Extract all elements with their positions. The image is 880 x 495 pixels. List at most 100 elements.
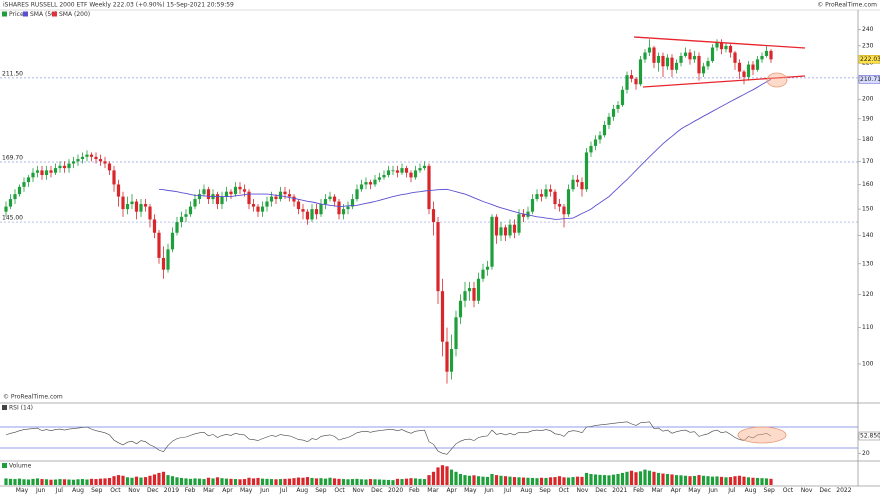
x-tick-label: Jun: [259, 487, 270, 494]
volume-bar: [553, 477, 557, 485]
volume-bar: [238, 479, 242, 485]
candle-body: [647, 47, 652, 53]
x-tick-label: Apr: [446, 487, 457, 494]
volume-bar: [562, 477, 566, 485]
candle-body: [364, 182, 368, 185]
candle-body: [494, 216, 499, 236]
candle-body: [661, 55, 665, 67]
x-tick-label: Aug: [296, 487, 308, 494]
volume-bar: [692, 475, 697, 485]
candle-body: [71, 161, 76, 164]
x-tick-label: Jun: [483, 487, 494, 494]
volume-bar: [305, 477, 310, 485]
legend-swatch: [2, 463, 7, 468]
volume-bar: [755, 477, 760, 485]
y-tick-label: 200: [862, 96, 874, 103]
volume-bar: [715, 476, 719, 485]
candle-body: [346, 206, 350, 210]
volume-bar: [269, 479, 274, 485]
value-label: 210.71: [860, 76, 880, 83]
volume-bar: [139, 477, 143, 485]
candle-body: [328, 196, 332, 200]
x-tick-label: Oct: [783, 487, 794, 494]
candle-body: [679, 55, 683, 63]
volume-bar: [121, 475, 125, 485]
candle-body: [130, 201, 134, 205]
x-tick-label: Dec: [371, 487, 383, 494]
volume-bar: [377, 479, 382, 485]
volume-bar: [58, 479, 62, 485]
candle-body: [170, 232, 175, 250]
volume-bar: [512, 477, 517, 485]
highlight-ellipse: [737, 426, 787, 444]
volume-bar: [175, 477, 179, 485]
candle-body: [539, 194, 544, 197]
rsi-line: [5, 421, 772, 455]
candle-body: [553, 191, 557, 205]
x-tick-label: Oct: [334, 487, 345, 494]
volume-bar: [508, 476, 512, 485]
x-tick-label: Oct: [110, 487, 121, 494]
candle-body: [274, 196, 278, 200]
x-tick-label: May: [240, 487, 253, 494]
candle-body: [485, 266, 490, 270]
candle-body: [598, 135, 602, 140]
candle-body: [400, 168, 404, 173]
volume-bar: [112, 476, 116, 485]
volume-bar: [665, 474, 670, 485]
volume-bar: [463, 475, 467, 485]
candle-body: [755, 59, 760, 70]
candle-body: [625, 75, 629, 90]
candle-body: [634, 78, 638, 85]
candle-body: [143, 204, 148, 207]
value-label: 222.03: [860, 56, 880, 63]
chart-title: iSHARES RUSSELL 2000 ETF Weekly 222.03 (…: [3, 2, 234, 9]
volume-bar: [571, 477, 575, 485]
volume-bar: [701, 475, 706, 485]
candle-body: [157, 232, 161, 258]
legend-swatch: [2, 405, 7, 410]
volume-bar: [152, 474, 157, 485]
y-tick-label: 100: [862, 360, 874, 367]
volume-bar: [674, 475, 679, 485]
candle-body: [436, 222, 440, 292]
volume-bar: [602, 475, 607, 485]
volume-bar: [557, 476, 562, 485]
x-tick-label: Jul: [727, 487, 736, 494]
volume-bar: [337, 478, 341, 485]
x-tick-label: Nov: [352, 487, 364, 494]
candle-body: [715, 42, 719, 48]
candle-body: [710, 47, 715, 62]
candle-body: [481, 269, 485, 279]
volume-bar: [346, 479, 350, 485]
candle-body: [188, 206, 193, 215]
volume-bar: [548, 477, 553, 485]
y-tick-label: 230: [862, 42, 874, 49]
candle-body: [310, 209, 314, 220]
candle-body: [665, 57, 670, 67]
volume-bar: [395, 478, 400, 485]
candle-body: [517, 214, 521, 233]
x-tick-label: May: [16, 487, 29, 494]
x-tick-label: Sep: [315, 487, 327, 494]
candle-body: [116, 184, 121, 197]
candle-body: [85, 154, 89, 157]
volume-bar: [283, 478, 287, 485]
candle-body: [341, 209, 346, 215]
candle-body: [526, 211, 530, 217]
candle-body: [467, 288, 472, 292]
candle-body: [166, 249, 170, 270]
volume-bar: [688, 476, 692, 485]
volume-bar: [472, 475, 476, 485]
volume-bar: [341, 479, 346, 485]
candle-body: [719, 42, 724, 50]
candle-body: [8, 199, 13, 207]
candle-body: [301, 209, 305, 212]
x-tick-label: Nov: [801, 487, 813, 494]
panel-title: Volume: [9, 463, 32, 470]
volume-bar: [656, 472, 661, 485]
y-tick-label: 180: [862, 136, 874, 143]
y-tick-label: 110: [862, 324, 874, 331]
volume-bar: [265, 478, 269, 485]
legend-label: Price: [9, 11, 24, 18]
